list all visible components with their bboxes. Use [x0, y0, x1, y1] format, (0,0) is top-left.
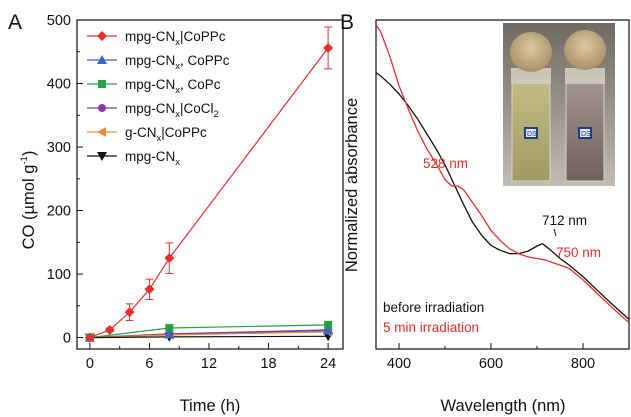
- y-tick-label: 0: [63, 331, 71, 347]
- x-tick-label: 800: [571, 356, 595, 372]
- legend-label-mpg_CoPc: mpg-CNx, CoPc: [125, 77, 221, 96]
- panel-b-axes: 400 600 800: [375, 19, 630, 372]
- stopper-right: [564, 30, 606, 70]
- legend-label-mpg_CoPPc_mix: mpg-CNx, CoPPc: [125, 53, 230, 72]
- legend-marker-g_CoPPc: [97, 127, 106, 137]
- x-tick-label: 24: [320, 356, 336, 372]
- x-tick-label: 0: [86, 356, 94, 372]
- panel-a-xlabel: Time (h): [180, 397, 241, 415]
- data-point-mpg_CoPPc: [144, 284, 155, 295]
- annotation-528nm: 528 nm: [423, 156, 468, 171]
- panel-b-ylabel: Normalized absorbance: [343, 98, 361, 272]
- panel-b-xlabel: Wavelength (nm): [440, 397, 565, 415]
- ylabel-mid: mol g: [20, 165, 38, 205]
- legend-label-mpg_CoPPc: mpg-CNx|CoPPc: [125, 29, 226, 48]
- legend-marker-mpg_CoPc: [98, 80, 106, 88]
- legend-marker-mpg_CoPPc_mix: [97, 55, 107, 64]
- data-point-mpg_CoPPc_mix: [323, 325, 334, 335]
- data-point-mpg_CoPc: [324, 320, 333, 329]
- x-tick-label: 12: [201, 356, 217, 372]
- data-point-mpg_CoPPc: [84, 332, 95, 343]
- legend-marker-mpg_CoCl2: [98, 104, 106, 112]
- ylabel-main: CO (: [20, 214, 38, 249]
- y-tick-label: 400: [47, 77, 71, 93]
- y-tick-label: 100: [47, 267, 71, 283]
- spectrum-curve_before: [375, 72, 630, 320]
- spectrum-curve_after: [375, 24, 630, 324]
- panel-b-letter: B: [340, 11, 354, 34]
- data-point-mpg_CoPPc: [323, 42, 334, 53]
- annotation-712nm: 712 nm: [542, 213, 587, 228]
- vial-left-label: DS: [527, 131, 537, 138]
- y-tick-label: 500: [47, 13, 71, 29]
- note-before-irradiation: before irradiation: [383, 300, 484, 315]
- annotation-750nm: 750 nm: [556, 245, 601, 260]
- ylabel-mu: µ: [20, 204, 38, 214]
- legend-label-mpg_CoCl2: mpg-CNx|CoCl2: [125, 101, 219, 120]
- data-point-mpg_CoPPc: [104, 324, 115, 335]
- y-tick-label: 200: [47, 204, 71, 220]
- ylabel-sup: -1: [19, 156, 30, 164]
- y-tick-label: 300: [47, 140, 71, 156]
- x-tick-label: 600: [479, 356, 503, 372]
- vial-right-label: DS: [581, 131, 591, 138]
- panel-a-legend: mpg-CNx|CoPPc mpg-CNx, CoPPc mpg-CNx, CoPc…: [87, 29, 230, 168]
- data-point-mpg_CoPPc_mix: [164, 329, 175, 339]
- legend-label-g_CoPPc: g-CNx|CoPPc: [125, 125, 207, 144]
- inset-photo-vials: DS DS: [503, 23, 615, 186]
- note-5min-irradiation: 5 min irradiation: [383, 320, 479, 335]
- data-point-mpg_CoPc: [165, 324, 174, 333]
- data-point-mpg_CoPPc: [124, 307, 135, 318]
- legend-label-mpg: mpg-CNx: [125, 149, 180, 168]
- stopper-left: [510, 32, 552, 72]
- panel-b-frame: [375, 19, 630, 350]
- data-point-mpg_CoPPc: [164, 253, 175, 264]
- panel-a-letter: A: [8, 11, 22, 34]
- ylabel-end: ): [20, 151, 38, 157]
- panel-a-ylabel: CO (µmol g-1): [19, 151, 38, 250]
- annotation-712-tick: [553, 228, 557, 237]
- panel-a-axes: 0 6 12 18 24 0 100 200 300 400 500: [47, 13, 344, 372]
- panel-a-frame: [76, 19, 344, 350]
- x-tick-label: 400: [387, 356, 411, 372]
- legend-marker-mpg_CoPPc: [97, 31, 107, 41]
- legend-marker-mpg: [97, 152, 107, 161]
- x-tick-label: 6: [145, 356, 153, 372]
- x-tick-label: 18: [260, 356, 276, 372]
